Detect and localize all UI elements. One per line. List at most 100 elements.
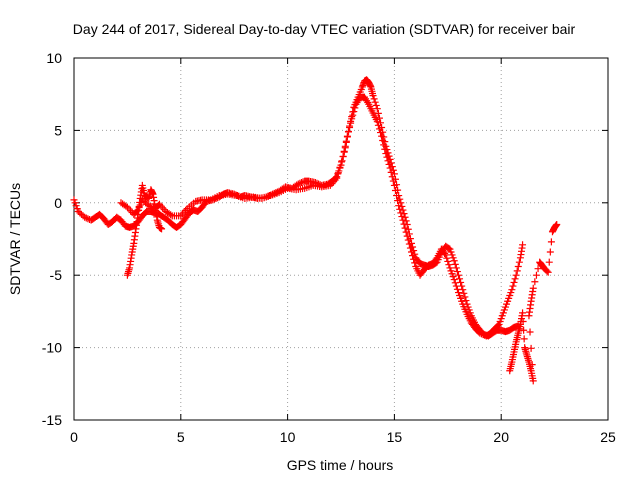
- data-point: [547, 238, 555, 246]
- y-tick-label: 10: [46, 50, 62, 66]
- data-point: [461, 293, 469, 301]
- data-point: [145, 202, 153, 210]
- data-point: [476, 329, 484, 337]
- data-point: [133, 207, 141, 215]
- gridlines: [74, 58, 608, 420]
- data-point: [340, 147, 348, 155]
- data-point: [450, 276, 458, 284]
- data-point: [144, 194, 152, 202]
- data-point: [513, 267, 521, 275]
- data-point: [334, 169, 342, 177]
- data-point: [411, 259, 419, 267]
- data-point: [351, 104, 359, 112]
- data-point: [381, 145, 389, 153]
- x-tick-label: 25: [600, 429, 616, 445]
- axis-ticks: [73, 57, 609, 421]
- data-point: [336, 163, 344, 171]
- data-point: [520, 326, 528, 334]
- data-point: [452, 264, 460, 272]
- data-point: [520, 335, 528, 343]
- chart-title: Day 244 of 2017, Sidereal Day-to-day VTE…: [73, 21, 576, 37]
- data-point: [389, 177, 397, 185]
- y-tick-label: -5: [50, 267, 63, 283]
- x-tick-label: 0: [70, 429, 78, 445]
- data-point: [528, 361, 536, 369]
- data-point: [400, 220, 408, 228]
- data-point: [391, 186, 399, 194]
- y-tick-labels: 10 5 0 -5 -10 -15: [42, 50, 62, 428]
- data-point: [544, 268, 552, 276]
- data-point: [378, 132, 386, 140]
- data-point: [534, 265, 542, 273]
- data-point: [456, 275, 464, 283]
- data-point: [403, 232, 411, 240]
- data-point: [512, 271, 520, 279]
- data-point: [350, 108, 358, 116]
- data-point: [349, 111, 357, 119]
- x-axis-label: GPS time / hours: [287, 457, 394, 473]
- data-point: [519, 241, 527, 249]
- data-point: [462, 297, 470, 305]
- data-point: [344, 128, 352, 136]
- data-point: [444, 257, 452, 265]
- data-point: [393, 192, 401, 200]
- data-point: [375, 125, 383, 133]
- data-point: [453, 268, 461, 276]
- y-tick-label: 5: [54, 122, 62, 138]
- data-point: [297, 179, 305, 187]
- data-point: [394, 197, 402, 205]
- data-point: [510, 278, 518, 286]
- data-point: [402, 228, 410, 236]
- y-tick-label: -15: [42, 412, 62, 428]
- data-point: [342, 137, 350, 145]
- data-point: [146, 202, 154, 210]
- data-point: [383, 153, 391, 161]
- data-point: [341, 142, 349, 150]
- data-point: [445, 244, 453, 252]
- data-point: [531, 278, 539, 286]
- data-point: [338, 158, 346, 166]
- data-point: [372, 101, 380, 109]
- data-point: [396, 205, 404, 213]
- data-point: [529, 284, 537, 292]
- data-point: [167, 211, 175, 219]
- series-late-segments: [506, 221, 561, 385]
- data-point: [407, 248, 415, 256]
- data-point: [409, 252, 417, 260]
- x-tick-label: 5: [177, 429, 185, 445]
- data-point: [371, 98, 379, 106]
- data-point: [526, 328, 534, 336]
- data-point: [401, 224, 409, 232]
- data-point: [527, 344, 535, 352]
- data-point: [373, 105, 381, 113]
- data-point: [158, 225, 166, 233]
- data-point: [443, 254, 451, 262]
- series-early-dip: [123, 181, 166, 279]
- data-point: [384, 157, 392, 165]
- data-point: [477, 330, 485, 338]
- x-tick-label: 10: [280, 429, 296, 445]
- data-point: [543, 267, 551, 275]
- data-point: [515, 258, 523, 266]
- data-point: [81, 213, 89, 221]
- data-point: [390, 181, 398, 189]
- data-point: [514, 263, 522, 271]
- data-point: [405, 240, 413, 248]
- data-point: [348, 115, 356, 123]
- data-point: [399, 216, 407, 224]
- data-point: [508, 286, 516, 294]
- data-point: [441, 249, 449, 257]
- data-point: [339, 152, 347, 160]
- data-point: [375, 114, 383, 122]
- series-secondary-trace: [117, 93, 527, 340]
- data-point: [545, 258, 553, 266]
- data-point: [385, 160, 393, 168]
- data-point: [395, 202, 403, 210]
- data-point: [347, 119, 355, 127]
- y-tick-label: 0: [54, 195, 62, 211]
- data-point: [532, 271, 540, 279]
- data-point: [509, 282, 517, 290]
- data-point: [451, 260, 459, 268]
- x-tick-label: 20: [493, 429, 509, 445]
